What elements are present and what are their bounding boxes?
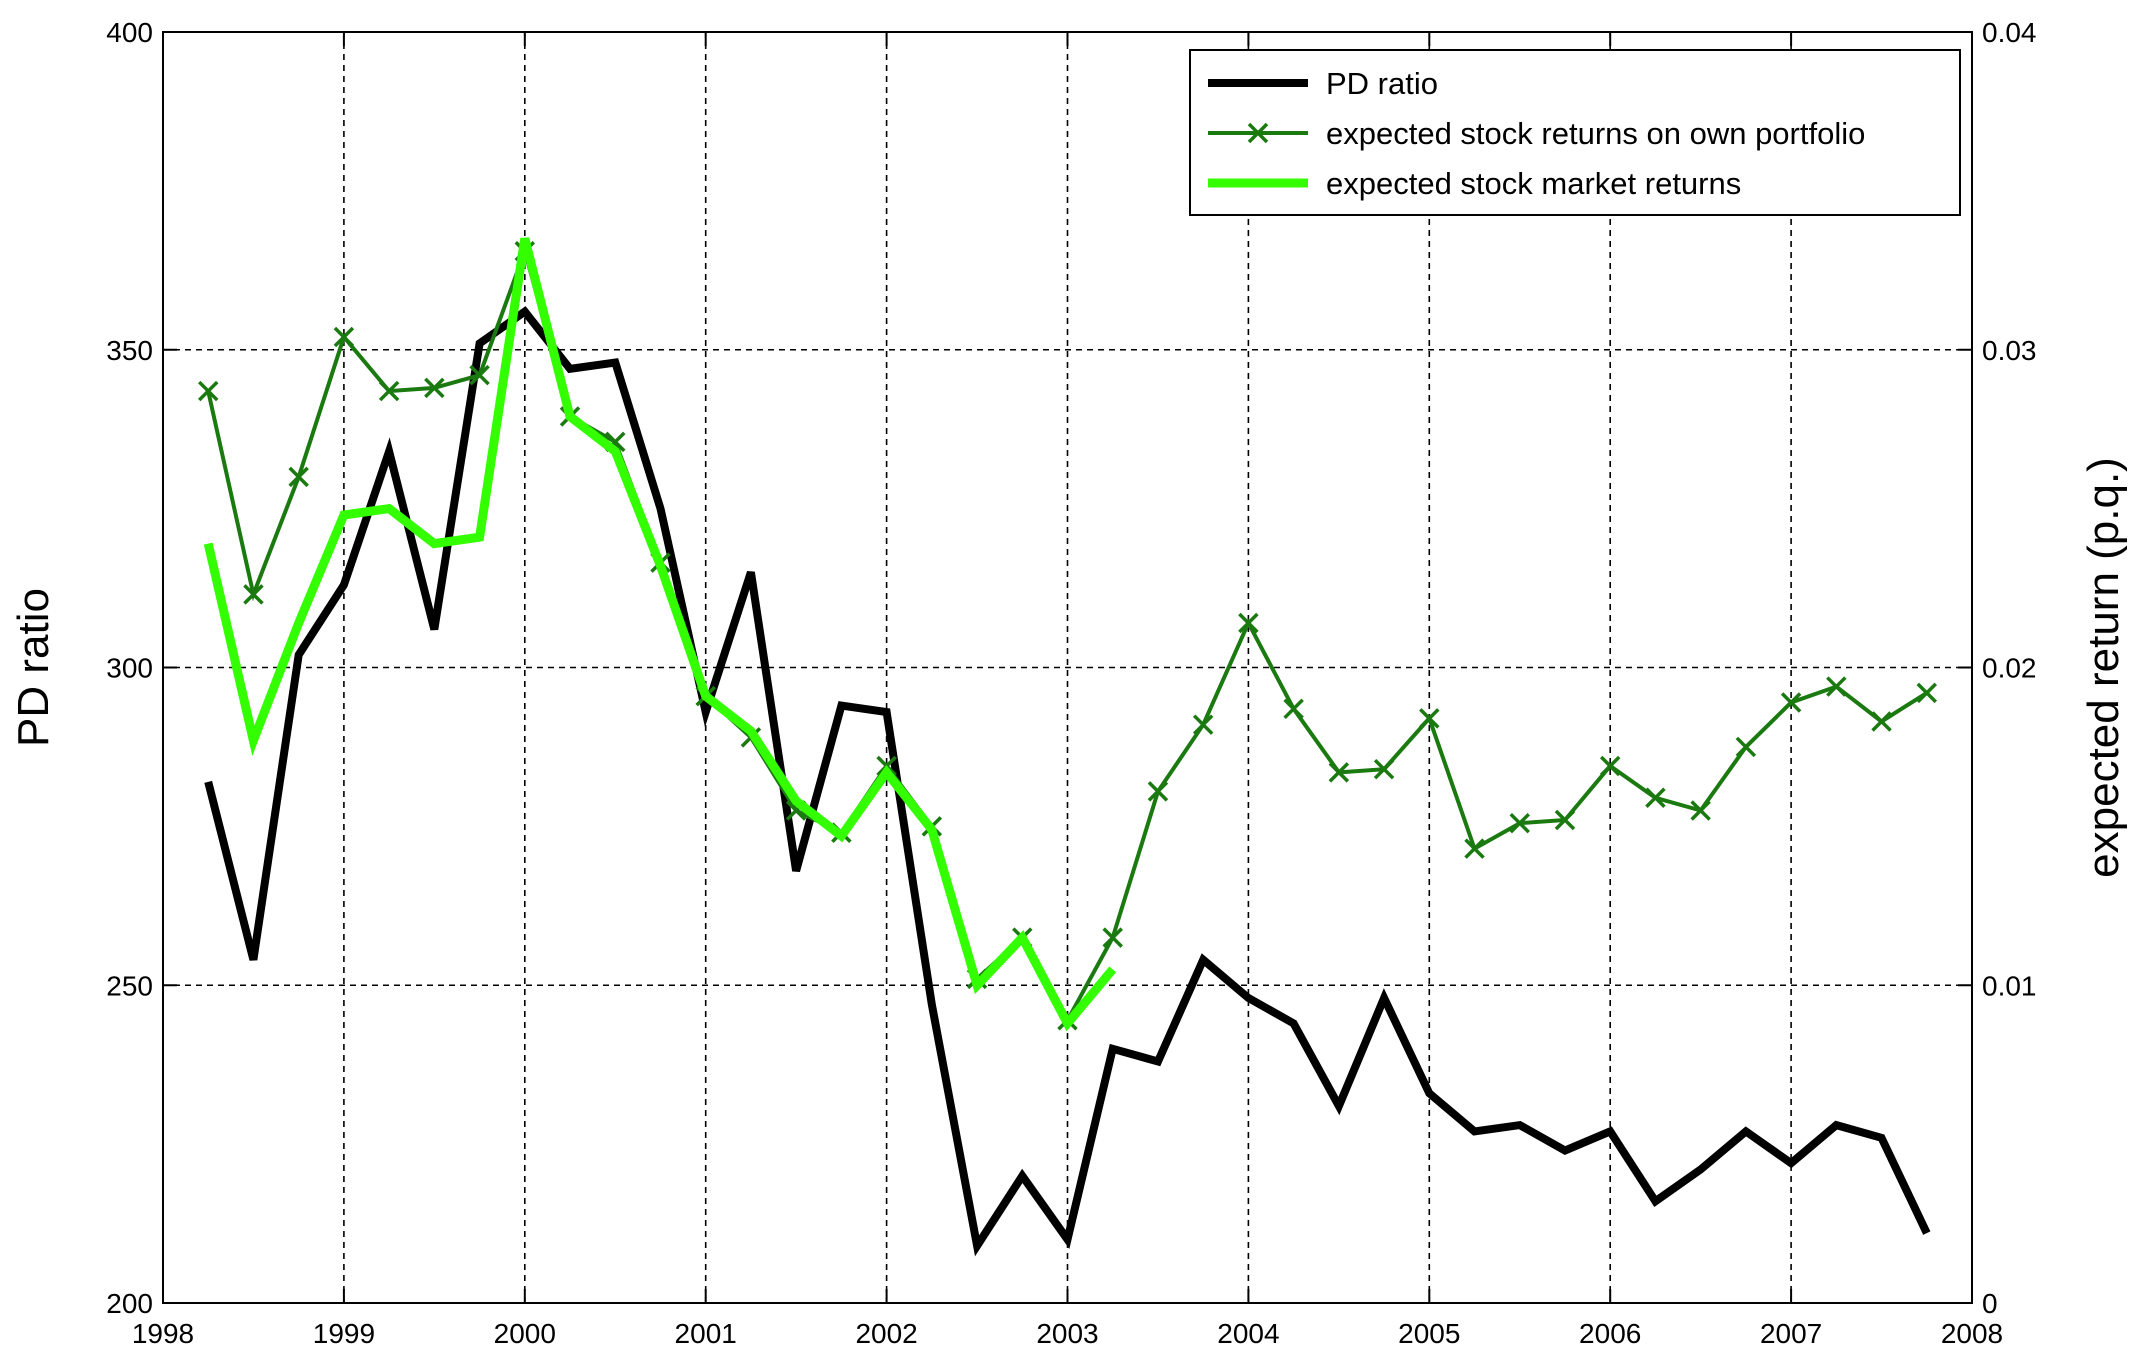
- marker-stroke-b: [1871, 711, 1892, 732]
- marker-stroke-b: [1147, 781, 1169, 802]
- series-1-marker-1: [243, 584, 264, 605]
- legend-label-0: PD ratio: [1326, 66, 1438, 101]
- series-line-2: [203, 237, 1117, 1032]
- series-1-marker-25: [1328, 762, 1350, 783]
- y-left-tick-label-350: 350: [106, 335, 153, 366]
- marker-stroke-b: [1645, 787, 1666, 809]
- series-1-marker-6: [469, 364, 490, 386]
- legend-entry-2: expected stock market returns: [1208, 166, 1741, 201]
- series-1-marker-36: [1826, 676, 1847, 697]
- plot-frame: [162, 31, 1973, 1304]
- marker-stroke-b: [378, 380, 400, 402]
- series-1-marker-2: [288, 466, 309, 488]
- y-left-tick-label-300: 300: [106, 653, 153, 684]
- series-1-marker-28: [1464, 838, 1485, 859]
- marker-stroke-b: [1509, 812, 1530, 834]
- marker-stroke-b: [288, 466, 309, 488]
- x-tick-label-2003: 2003: [1036, 1318, 1098, 1349]
- marker-stroke-b: [1102, 927, 1123, 948]
- marker-stroke-b: [1916, 682, 1938, 704]
- x-tick-label-2004: 2004: [1217, 1318, 1279, 1349]
- y-right-tick-label-0.01: 0.01: [1982, 970, 2037, 1001]
- legend-entry-0: PD ratio: [1208, 66, 1438, 101]
- series-1-marker-38: [1916, 682, 1938, 704]
- series-1-marker-21: [1147, 781, 1169, 802]
- series-1-marker-20: [1102, 927, 1123, 948]
- series-1-marker-32: [1645, 787, 1666, 809]
- x-tick-label-2006: 2006: [1579, 1318, 1641, 1349]
- series-1-marker-31: [1599, 755, 1621, 777]
- marker-stroke-b: [1554, 809, 1576, 831]
- y-right-tick-label-0.02: 0.02: [1982, 653, 2037, 684]
- y-right-tick-label-0.03: 0.03: [1982, 335, 2037, 366]
- marker-stroke-b: [1238, 612, 1259, 634]
- legend-label-1: expected stock returns on own portfolio: [1326, 116, 1865, 151]
- y-left-tick-label-200: 200: [106, 1288, 153, 1319]
- marker-stroke-b: [1735, 736, 1757, 758]
- legend-box: [1189, 49, 1961, 216]
- x-tick-label-1999: 1999: [313, 1318, 375, 1349]
- marker-stroke-b: [1192, 714, 1214, 735]
- x-tick-label-2002: 2002: [855, 1318, 917, 1349]
- series-1-marker-34: [1735, 736, 1757, 758]
- marker-stroke-b: [469, 364, 490, 386]
- grid-lines: [163, 32, 1972, 1303]
- series-1-marker-29: [1509, 812, 1530, 834]
- marker-stroke-b: [1599, 755, 1621, 777]
- marker-stroke-b: [1780, 692, 1802, 713]
- marker-stroke-b: [1464, 838, 1485, 859]
- legend-entry-1: expected stock returns on own portfolio: [1208, 116, 1865, 151]
- legend-label-2: expected stock market returns: [1326, 166, 1741, 201]
- y-axis-right-label: expected return (p.q.): [2079, 457, 2128, 878]
- legend-marker-b: [1247, 122, 1269, 144]
- series-1-marker-24: [1283, 698, 1304, 720]
- series-1-marker-26: [1373, 758, 1395, 780]
- y-axis-left-label: PD ratio: [9, 588, 58, 747]
- y-right-tick-label-0: 0: [1982, 1288, 1998, 1319]
- x-tick-label-2007: 2007: [1760, 1318, 1822, 1349]
- series-1-marker-5: [424, 377, 445, 399]
- marker-stroke-b: [1373, 758, 1395, 780]
- series-1-marker-37: [1871, 711, 1892, 732]
- marker-stroke-b: [1419, 708, 1440, 729]
- series-1-marker-35: [1780, 692, 1802, 713]
- x-tick-label-2000: 2000: [494, 1318, 556, 1349]
- tick-labels: 1998 1999 2000 2001 2002 2003 2004 2005 2006 2007…: [106, 17, 2036, 1349]
- y-left-tick-label-400: 400: [106, 17, 153, 48]
- series-1-marker-30: [1554, 809, 1576, 831]
- marker-stroke-b: [243, 584, 264, 605]
- series-1-marker-33: [1690, 800, 1711, 821]
- series-1-marker-23: [1238, 612, 1259, 634]
- y-right-tick-label-0.04: 0.04: [1982, 17, 2037, 48]
- series-1-marker-4: [378, 380, 400, 402]
- y-left-tick-label-250: 250: [106, 970, 153, 1001]
- x-tick-label-1998: 1998: [132, 1318, 194, 1349]
- x-tick-label-2005: 2005: [1398, 1318, 1460, 1349]
- series-layer: [197, 237, 1938, 1257]
- legend: PD ratio expected stock returns on own po…: [1189, 49, 1961, 216]
- marker-stroke-b: [1283, 698, 1304, 720]
- marker-stroke-b: [333, 326, 355, 348]
- marker-stroke-b: [197, 380, 219, 402]
- series-1-marker-27: [1419, 708, 1440, 729]
- x-tick-label-2001: 2001: [675, 1318, 737, 1349]
- marker-stroke-b: [1690, 800, 1711, 821]
- marker-stroke-b: [424, 377, 445, 399]
- marker-stroke-b: [1826, 676, 1847, 697]
- series-1-marker-3: [333, 326, 355, 348]
- series-1-marker-0: [197, 380, 219, 402]
- x-tick-label-2008: 2008: [1941, 1318, 2003, 1349]
- series-1-marker-22: [1192, 714, 1214, 735]
- marker-stroke-b: [1328, 762, 1350, 783]
